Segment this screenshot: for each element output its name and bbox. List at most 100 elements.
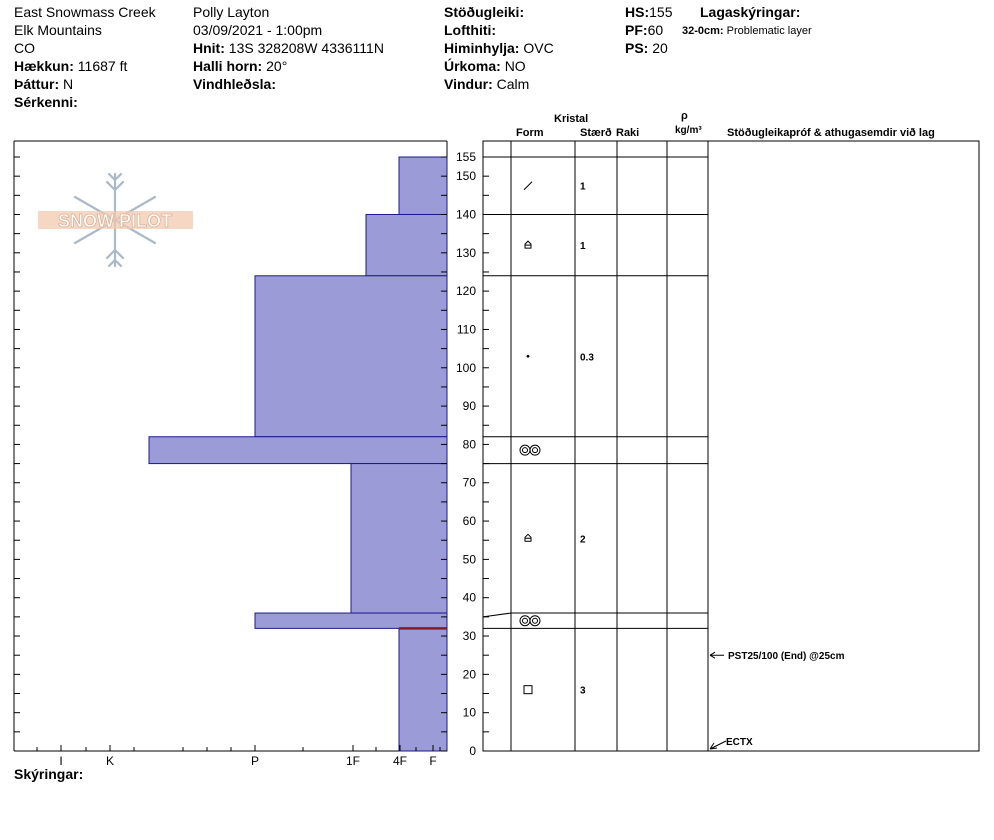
- layer-connector-line: [482, 612, 512, 618]
- precip-value: NO: [504, 58, 526, 74]
- layer-notes-label: Lagaskýringar:: [700, 4, 801, 20]
- mountain-range: Elk Mountains: [14, 22, 102, 38]
- hardness-scale-label: I: [59, 754, 62, 768]
- sky-row: Himinhylja: OVC: [444, 39, 554, 57]
- y-tick-label: 150: [456, 169, 476, 183]
- y-tick-label: 140: [456, 207, 476, 221]
- slope-row: Halli horn: 20°: [193, 57, 287, 75]
- observer-name: Polly Layton: [193, 4, 270, 20]
- coords-label: Hnit:: [193, 40, 225, 56]
- form-symbol-faceted-icon: [523, 685, 533, 695]
- hardness-scale-label: 4F: [393, 754, 407, 768]
- crystal-size-label: 1: [580, 241, 586, 252]
- elevation-row: Hækkun: 11687 ft: [14, 57, 127, 75]
- ps-row: PS: 20: [625, 39, 668, 57]
- hardness-bar: [398, 627, 448, 752]
- form-symbol-melt-icon: [519, 444, 531, 456]
- hardness-bar: [148, 436, 448, 465]
- layer-note-row: 32-0cm: Problematic layer: [682, 22, 812, 40]
- wind-row: Vindur: Calm: [444, 75, 529, 93]
- hardness-scale-label: F: [429, 754, 436, 768]
- stability-test-text: PST25/100 (End) @25cm: [728, 651, 845, 662]
- location-name: East Snowmass Creek: [14, 4, 156, 20]
- crystal-size-label: 3: [580, 686, 586, 697]
- y-tick-label: 120: [456, 284, 476, 298]
- hardness-bar: [398, 156, 448, 215]
- stability-test-annotation: ECTX: [709, 737, 753, 750]
- form-symbol-melt-icon: [529, 615, 541, 627]
- test-arrow-icon: [709, 651, 724, 659]
- y-tick-label: 70: [463, 476, 477, 490]
- hs-row: HS:155: [625, 3, 672, 21]
- y-tick-label: 90: [463, 399, 477, 413]
- pf-value: 60: [647, 22, 664, 38]
- form-header: Form: [516, 127, 544, 139]
- moisture-header: Raki: [616, 127, 640, 139]
- y-tick-label: 80: [463, 437, 477, 451]
- hardness-bar: [254, 275, 448, 438]
- ps-label: PS:: [625, 40, 649, 56]
- precip-label: Úrkoma:: [444, 58, 501, 74]
- snowpilot-logo: SNOW PILOT: [38, 172, 193, 268]
- hardness-bar: [350, 463, 448, 614]
- y-tick-label: 10: [463, 706, 477, 720]
- form-symbol-faceted-rounded-icon: [524, 240, 532, 249]
- form-symbol-melt-icon: [519, 615, 531, 627]
- stability-test-annotation: PST25/100 (End) @25cm: [709, 651, 845, 662]
- air-temp-label: Lofthiti:: [444, 22, 497, 38]
- rho-header: ρ: [681, 110, 688, 122]
- tests-comments-header: Stöðugleikapróf & athugasemdir við lag: [727, 127, 935, 139]
- crystal-size-label: 0.3: [580, 352, 594, 363]
- state: CO: [14, 40, 35, 56]
- size-header: Stærð: [580, 127, 612, 139]
- crystal-size-label: 2: [580, 534, 586, 545]
- hardness-scale-label: P: [251, 754, 259, 768]
- hs-value: 155: [649, 4, 673, 20]
- pf-row: PF:60: [625, 21, 663, 39]
- pf-label: PF:: [625, 22, 648, 38]
- hardness-bar: [254, 612, 448, 629]
- wind-label: Vindur:: [444, 76, 493, 92]
- ps-value: 20: [652, 40, 668, 56]
- y-tick-label: 0: [469, 744, 476, 758]
- precip-row: Úrkoma: NO: [444, 57, 526, 75]
- aspect-label: Þáttur:: [14, 76, 60, 92]
- form-symbol-rounded-icon: [526, 354, 530, 358]
- observation-datetime: 03/09/2021 - 1:00pm: [193, 22, 323, 38]
- coords-value: 13S 328208W 4336111N: [228, 40, 384, 56]
- y-tick-label: 155: [456, 150, 476, 164]
- aspect-value: N: [63, 76, 74, 92]
- y-tick-label: 20: [463, 667, 477, 681]
- density-unit-header: kg/m³: [675, 125, 702, 136]
- form-symbol-precip-icon: [523, 181, 533, 191]
- layer-note-text: Problematic layer: [726, 25, 812, 37]
- y-tick-label: 40: [463, 591, 477, 605]
- form-symbol-melt-icon: [529, 444, 541, 456]
- coords-row: Hnit: 13S 328208W 4336111N: [193, 39, 384, 57]
- form-symbol-melt-inner-icon: [532, 617, 538, 624]
- stability-test-text: ECTX: [726, 737, 753, 748]
- form-symbol-melt-inner-icon: [522, 617, 528, 624]
- y-tick-label: 100: [456, 361, 476, 375]
- y-tick-label: 110: [457, 322, 476, 336]
- features-label: Sérkenni:: [14, 94, 78, 110]
- stability-label: Stöðugleiki:: [444, 4, 525, 20]
- y-tick-label: 130: [456, 246, 476, 260]
- snowflake-icon: SNOW PILOT: [38, 172, 193, 268]
- crystal-header: Kristal: [554, 113, 589, 125]
- hardness-scale-label: 1F: [346, 754, 360, 768]
- form-symbol-melt-inner-icon: [522, 447, 528, 454]
- sky-label: Himinhylja:: [444, 40, 520, 56]
- crystal-size-label: 1: [580, 182, 586, 193]
- slope-label: Halli horn:: [193, 58, 263, 74]
- y-tick-label: 30: [463, 629, 477, 643]
- logo-text: SNOW PILOT: [58, 211, 172, 231]
- elevation-label: Hækkun:: [14, 58, 74, 74]
- form-symbol-faceted-rounded-icon: [524, 533, 532, 542]
- y-tick-label: 50: [463, 552, 477, 566]
- y-tick-label: 60: [463, 514, 477, 528]
- hardness-scale-label: K: [106, 754, 114, 768]
- test-arrow-icon: [709, 740, 727, 750]
- comments-label: Skýringar:: [14, 766, 84, 782]
